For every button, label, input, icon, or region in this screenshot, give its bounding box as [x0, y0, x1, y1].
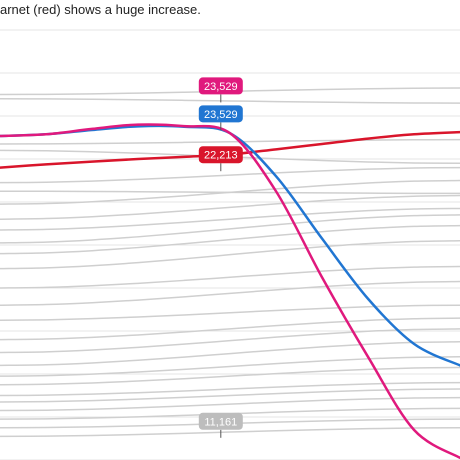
value-label: 22,213 [198, 146, 243, 172]
background-series-line[interactable] [0, 194, 460, 220]
background-series [0, 87, 460, 438]
label-text: 22,213 [204, 150, 238, 162]
value-label: 23,529 [198, 105, 243, 131]
background-series-line[interactable] [0, 396, 460, 412]
label-text: 23,529 [204, 109, 238, 121]
chart-caption: arnet (red) shows a huge increase. [0, 2, 201, 17]
label-box [198, 105, 243, 123]
background-series-line[interactable] [0, 328, 460, 354]
series-line-pink[interactable] [0, 123, 460, 460]
background-series-line[interactable] [0, 224, 460, 255]
background-series-line[interactable] [0, 388, 460, 403]
background-series-line[interactable] [0, 214, 460, 244]
value-labels: 23,529 23,529 22,213 11,161 [198, 77, 243, 438]
background-series-line[interactable] [0, 304, 460, 321]
label-box [198, 77, 243, 95]
background-series-line[interactable] [0, 341, 460, 367]
label-box [198, 146, 243, 164]
value-label: 23,529 [198, 77, 243, 103]
background-series-line[interactable] [0, 166, 460, 184]
background-series-line[interactable] [0, 265, 460, 289]
background-series-line[interactable] [0, 207, 460, 231]
background-series-line[interactable] [0, 138, 460, 145]
label-text: 11,161 [204, 416, 237, 428]
background-series-line[interactable] [0, 280, 460, 306]
background-series-line[interactable] [0, 317, 460, 341]
background-series-line[interactable] [0, 179, 460, 205]
background-series-line[interactable] [0, 239, 460, 270]
background-series-line[interactable] [0, 98, 460, 104]
background-series-line[interactable] [0, 381, 460, 397]
background-series-line[interactable] [0, 356, 460, 377]
background-series-line[interactable] [0, 427, 460, 438]
label-box [198, 412, 243, 430]
label-text: 23,529 [204, 81, 238, 93]
background-series-line[interactable] [0, 366, 460, 386]
value-label: 11,161 [198, 412, 243, 438]
